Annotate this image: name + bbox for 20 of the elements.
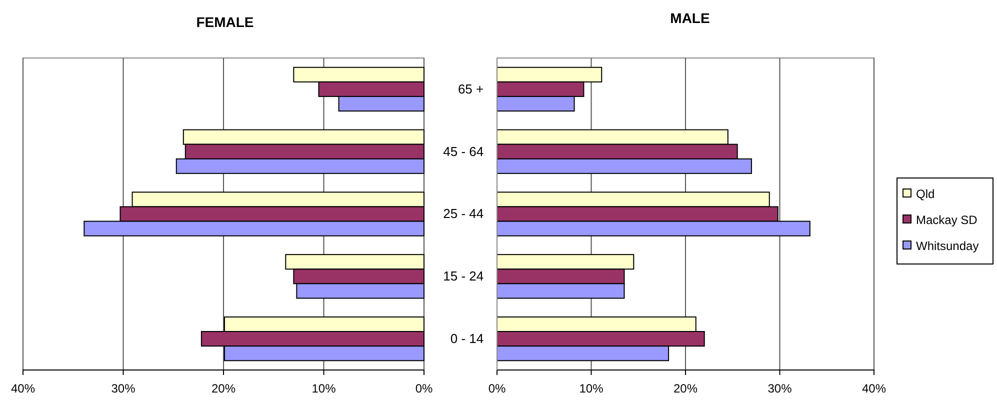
y-tick-label: 25 - 44	[443, 206, 484, 222]
x-tick-label: 30%	[768, 381, 792, 396]
x-tick-label: 40%	[862, 381, 886, 396]
legend-label: Mackay SD	[916, 213, 978, 227]
x-tick-label: 30%	[111, 381, 136, 396]
y-tick-label: 0 - 14	[450, 330, 484, 346]
x-tick-label: 0%	[488, 381, 506, 396]
y-tick-label: 65 +	[458, 81, 484, 96]
legend-label: Qld	[916, 187, 935, 201]
x-tick-label: 0%	[415, 381, 433, 396]
x-tick-label: 10%	[312, 381, 336, 396]
chart-title: MALE	[670, 10, 710, 26]
x-tick-label: 20%	[211, 381, 236, 396]
legend-label: Whitsunday	[916, 239, 979, 253]
x-tick-label: 10%	[579, 381, 604, 396]
x-tick-label: 40%	[10, 381, 36, 396]
y-tick-label: 45 - 64	[443, 144, 484, 159]
chart-title: FEMALE	[196, 14, 254, 30]
x-tick-label: 20%	[673, 381, 698, 396]
y-tick-label: 15 - 24	[443, 268, 484, 284]
